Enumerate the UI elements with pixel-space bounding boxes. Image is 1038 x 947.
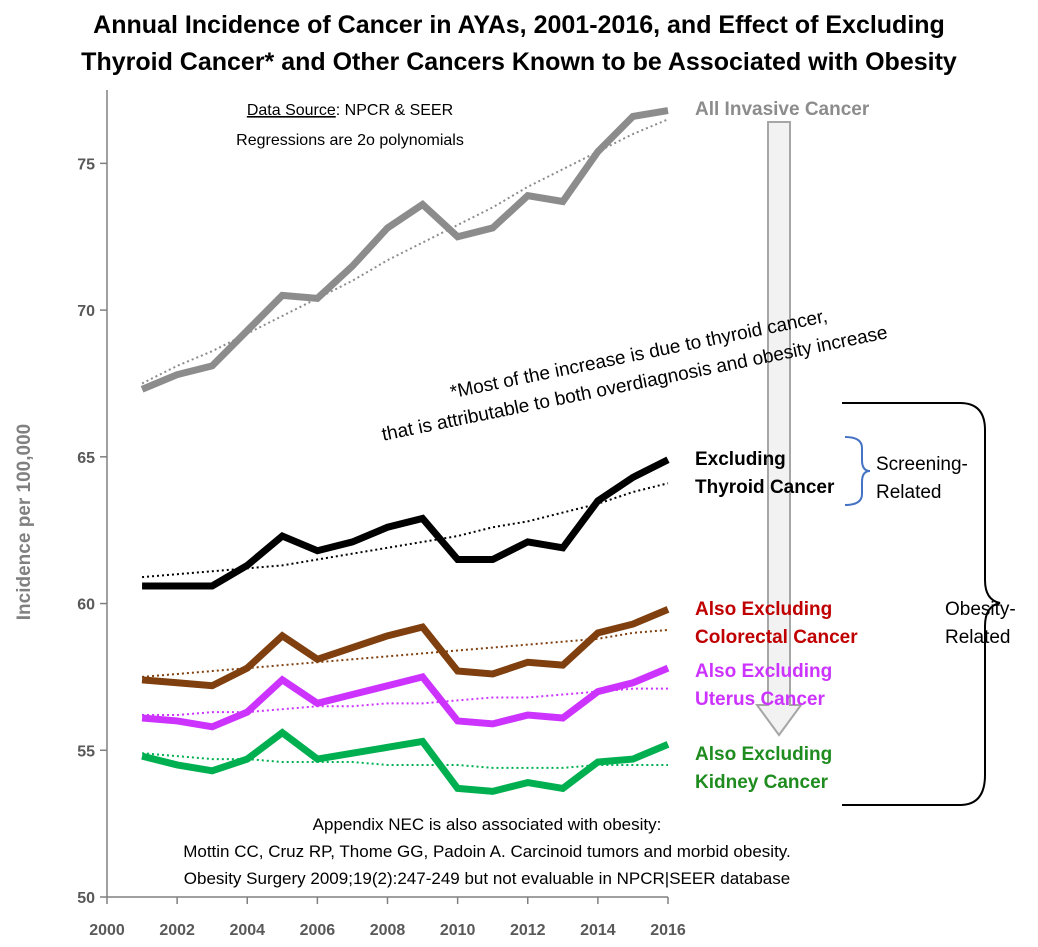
series-label-3-line-1: Uterus Cancer [695,689,825,710]
obesity-label-line1: Obesity- [945,599,1016,620]
y-tick-label: 55 [77,743,95,760]
y-tick-label: 75 [77,156,95,173]
x-tick-label: 2012 [510,922,546,939]
data-source-text: : NPCR & SEER [336,102,453,119]
x-tick-label: 2010 [440,922,476,939]
x-tick-label: 2014 [580,922,616,939]
chart-title-line2: Thyroid Cancer* and Other Cancers Known … [81,48,957,76]
y-tick-label: 65 [77,450,95,467]
screening-label-line1: Screening- [876,454,968,475]
y-axis-label: Incidence per 100,000 [14,424,35,620]
series-labels: All Invasive Cancer Excluding Thyroid Canc… [695,99,870,793]
series-line-4 [141,728,670,795]
series-line-3 [141,664,670,731]
series-label-2-line-1: Colorectal Cancer [695,627,858,648]
series-line-1 [142,456,670,590]
x-axis-ticks: 2000 2002 2004 2006 2008 2010 2012 2014 2016 [89,897,686,939]
data-source-label: Data Source [247,102,336,119]
series-line-0 [140,107,669,393]
x-tick-label: 2016 [650,922,686,939]
series-label-2-line-0: Also Excluding [695,599,832,620]
trend-line-0 [141,118,669,385]
trend-line-1 [141,482,669,579]
appendix-line2: Mottin CC, Cruz RP, Thome GG, Padoin A. … [183,842,791,861]
screening-label-line2: Related [876,482,942,503]
series-lines [140,107,670,795]
appendix-line3: Obesity Surgery 2009;19(2):247-249 but n… [184,869,790,888]
x-tick-label: 2004 [229,922,265,939]
thyroid-note: *Most of the increase is due to thyroid … [380,306,889,446]
series-label-4-line-1: Kidney Cancer [695,772,829,793]
obesity-bracket [842,402,1001,806]
series-label-1-line-0: Excluding [695,449,786,470]
regressions-note: Regressions are 2o polynomials [236,132,464,149]
series-label-0-line-0: All Invasive Cancer [695,99,870,120]
y-tick-label: 70 [77,303,95,320]
data-source-note: Data Source: NPCR & SEER [247,102,453,119]
x-tick-label: 2000 [89,922,125,939]
chart-title: Annual Incidence of Cancer in AYAs, 2001… [93,11,945,39]
series-label-3-line-0: Also Excluding [695,661,832,682]
downward-arrow [755,121,803,737]
series-line-2 [141,606,670,690]
x-tick-label: 2008 [370,922,406,939]
screening-bracket [844,436,871,506]
series-label-4-line-0: Also Excluding [695,744,832,765]
y-tick-label: 60 [77,597,95,614]
appendix-line1: Appendix NEC is also associated with obe… [313,815,662,834]
series-label-1-line-1: Thyroid Cancer [695,477,835,498]
y-tick-label: 50 [77,890,95,907]
x-tick-label: 2006 [300,922,336,939]
y-axis-ticks: 50 55 60 65 70 75 [77,156,107,907]
x-tick-label: 2002 [159,922,195,939]
trend-lines [141,118,669,769]
obesity-label-line2: Related [945,627,1011,648]
